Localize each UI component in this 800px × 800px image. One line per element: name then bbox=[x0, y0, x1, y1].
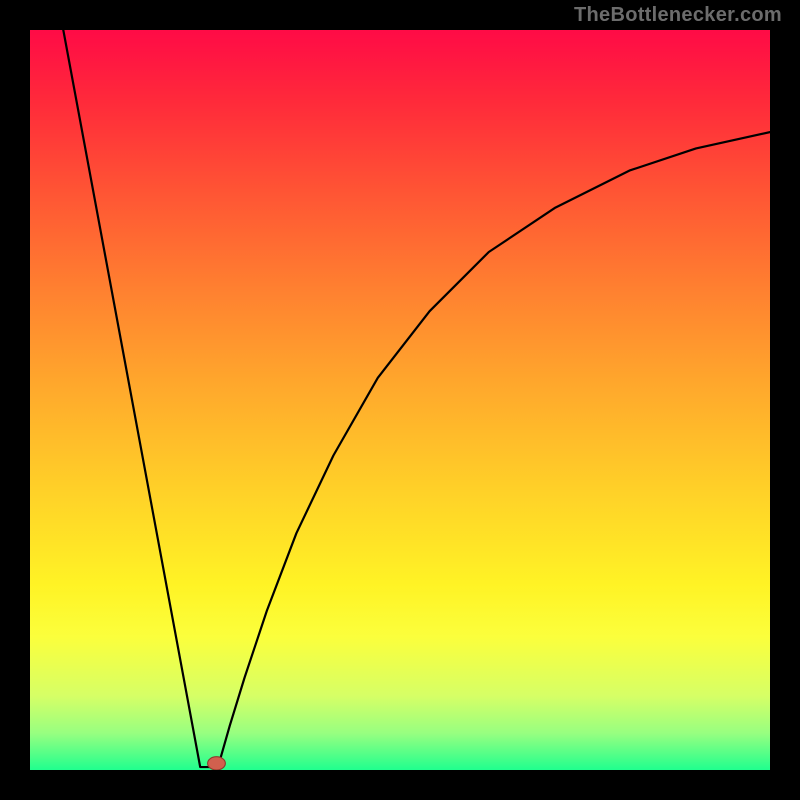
figure-root: TheBottlenecker.com bbox=[0, 0, 800, 800]
watermark-text: TheBottlenecker.com bbox=[574, 4, 782, 27]
plot-svg bbox=[30, 30, 770, 770]
gradient-rect bbox=[30, 30, 770, 770]
marker-dot bbox=[208, 757, 226, 770]
plot-area bbox=[30, 30, 770, 770]
